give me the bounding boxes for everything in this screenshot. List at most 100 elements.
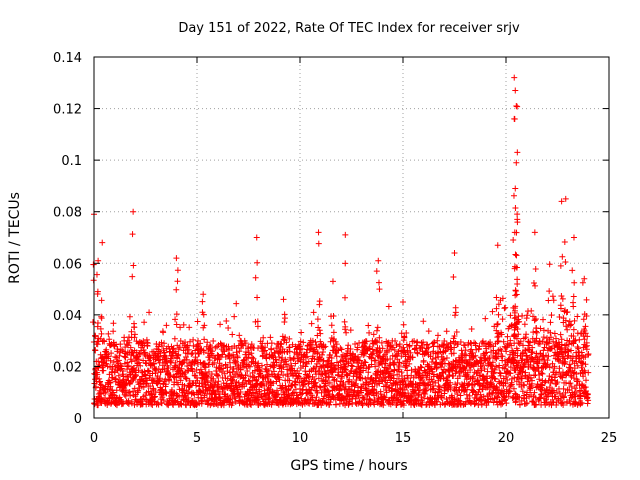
data-point bbox=[530, 329, 537, 336]
data-point bbox=[581, 275, 588, 282]
data-point bbox=[482, 340, 489, 347]
data-point bbox=[338, 375, 345, 382]
data-point bbox=[434, 337, 441, 344]
data-point bbox=[557, 262, 564, 269]
data-point bbox=[120, 400, 127, 407]
data-point bbox=[479, 386, 486, 393]
data-point bbox=[556, 365, 563, 372]
data-point bbox=[106, 379, 113, 386]
data-point bbox=[384, 348, 391, 355]
data-point bbox=[120, 367, 127, 374]
data-point bbox=[165, 365, 172, 372]
data-point bbox=[348, 362, 355, 369]
data-point bbox=[342, 383, 349, 390]
data-point bbox=[295, 355, 302, 362]
data-point bbox=[292, 360, 299, 367]
data-point bbox=[524, 312, 531, 319]
data-point bbox=[529, 348, 536, 355]
data-point bbox=[280, 336, 287, 343]
data-point bbox=[327, 351, 334, 358]
data-point bbox=[217, 321, 224, 328]
data-point bbox=[497, 401, 504, 408]
data-point bbox=[304, 353, 311, 360]
data-point bbox=[232, 358, 239, 365]
data-point bbox=[361, 358, 368, 365]
data-point bbox=[316, 327, 323, 334]
data-point bbox=[345, 342, 352, 349]
data-point bbox=[186, 338, 193, 345]
data-point bbox=[149, 376, 156, 383]
data-point bbox=[474, 376, 481, 383]
data-point bbox=[401, 334, 408, 341]
data-point bbox=[531, 317, 538, 324]
data-point bbox=[202, 364, 209, 371]
data-point bbox=[332, 366, 339, 373]
data-point bbox=[507, 337, 514, 344]
data-point bbox=[207, 343, 214, 350]
data-point bbox=[488, 390, 495, 397]
data-point bbox=[395, 375, 402, 382]
data-point bbox=[373, 339, 380, 346]
data-point bbox=[479, 338, 486, 345]
data-point bbox=[524, 389, 531, 396]
data-point bbox=[281, 311, 288, 318]
data-point bbox=[251, 383, 258, 390]
data-point bbox=[504, 333, 511, 340]
data-point bbox=[181, 397, 188, 404]
data-point bbox=[242, 372, 249, 379]
data-point bbox=[571, 317, 578, 324]
data-point bbox=[297, 385, 303, 392]
data-point bbox=[299, 362, 306, 369]
data-point bbox=[183, 356, 190, 363]
data-point bbox=[315, 324, 322, 331]
data-point bbox=[514, 149, 521, 156]
data-point bbox=[461, 387, 468, 394]
y-tick-label: 0 bbox=[74, 412, 82, 427]
data-point bbox=[472, 340, 479, 347]
data-point bbox=[511, 74, 518, 81]
data-point bbox=[304, 372, 311, 379]
data-point bbox=[184, 342, 191, 349]
data-point bbox=[361, 350, 368, 357]
data-point bbox=[215, 372, 222, 379]
data-point bbox=[546, 364, 553, 371]
data-point bbox=[523, 331, 530, 338]
data-point bbox=[298, 345, 305, 352]
data-point bbox=[267, 334, 274, 341]
data-point bbox=[409, 354, 416, 361]
data-point bbox=[311, 380, 318, 387]
data-point bbox=[355, 353, 362, 360]
data-point bbox=[302, 354, 309, 361]
data-point bbox=[400, 344, 407, 351]
data-point bbox=[268, 340, 275, 347]
data-point bbox=[513, 291, 520, 298]
data-point bbox=[371, 396, 378, 403]
data-point bbox=[264, 361, 271, 368]
data-point bbox=[237, 389, 244, 396]
data-point bbox=[471, 339, 478, 346]
data-point bbox=[470, 373, 477, 380]
data-point bbox=[378, 401, 385, 408]
data-point bbox=[231, 313, 238, 320]
data-point bbox=[276, 376, 283, 383]
data-point bbox=[367, 400, 374, 407]
data-point bbox=[190, 342, 197, 349]
data-point bbox=[333, 377, 340, 384]
data-point bbox=[492, 387, 499, 394]
data-point bbox=[221, 370, 228, 377]
data-point bbox=[540, 334, 547, 341]
data-point bbox=[156, 359, 163, 366]
data-point bbox=[197, 388, 204, 395]
data-point bbox=[353, 366, 360, 373]
data-point bbox=[99, 239, 106, 246]
data-point bbox=[368, 361, 375, 368]
data-point bbox=[363, 338, 370, 345]
data-point bbox=[573, 371, 580, 378]
data-point bbox=[559, 253, 566, 260]
data-point bbox=[491, 375, 498, 382]
data-point bbox=[579, 400, 586, 407]
data-point bbox=[110, 328, 117, 335]
data-point bbox=[139, 400, 146, 407]
data-point bbox=[374, 338, 381, 345]
data-point bbox=[434, 332, 441, 339]
